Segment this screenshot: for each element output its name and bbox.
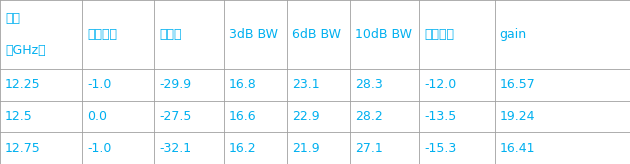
Text: 12.5: 12.5 <box>5 110 33 123</box>
Text: 16.41: 16.41 <box>500 142 535 155</box>
Text: 21.9: 21.9 <box>292 142 319 155</box>
Text: 最高副瓣: 最高副瓣 <box>424 28 454 41</box>
Text: -1.0: -1.0 <box>87 78 112 91</box>
Text: 19.24: 19.24 <box>500 110 535 123</box>
Text: 27.1: 27.1 <box>355 142 382 155</box>
Text: -1.0: -1.0 <box>87 142 112 155</box>
Text: 28.3: 28.3 <box>355 78 382 91</box>
Text: gain: gain <box>500 28 527 41</box>
Text: 10dB BW: 10dB BW <box>355 28 411 41</box>
Text: 28.2: 28.2 <box>355 110 382 123</box>
Text: 12.25: 12.25 <box>5 78 41 91</box>
Text: -12.0: -12.0 <box>424 78 456 91</box>
Text: 频率: 频率 <box>5 11 20 25</box>
Text: 最大值: 最大值 <box>159 28 182 41</box>
Text: 22.9: 22.9 <box>292 110 319 123</box>
Text: -13.5: -13.5 <box>424 110 456 123</box>
Text: 16.2: 16.2 <box>229 142 256 155</box>
Text: 16.8: 16.8 <box>229 78 256 91</box>
Text: 最大指向: 最大指向 <box>87 28 117 41</box>
Text: 0.0: 0.0 <box>87 110 107 123</box>
Text: 16.57: 16.57 <box>500 78 536 91</box>
Text: 6dB BW: 6dB BW <box>292 28 341 41</box>
Text: 16.6: 16.6 <box>229 110 256 123</box>
Text: 3dB BW: 3dB BW <box>229 28 278 41</box>
Text: 12.75: 12.75 <box>5 142 41 155</box>
Text: -27.5: -27.5 <box>159 110 192 123</box>
Text: -32.1: -32.1 <box>159 142 192 155</box>
Text: -29.9: -29.9 <box>159 78 192 91</box>
Text: （GHz）: （GHz） <box>5 44 45 57</box>
Text: 23.1: 23.1 <box>292 78 319 91</box>
Text: -15.3: -15.3 <box>424 142 456 155</box>
